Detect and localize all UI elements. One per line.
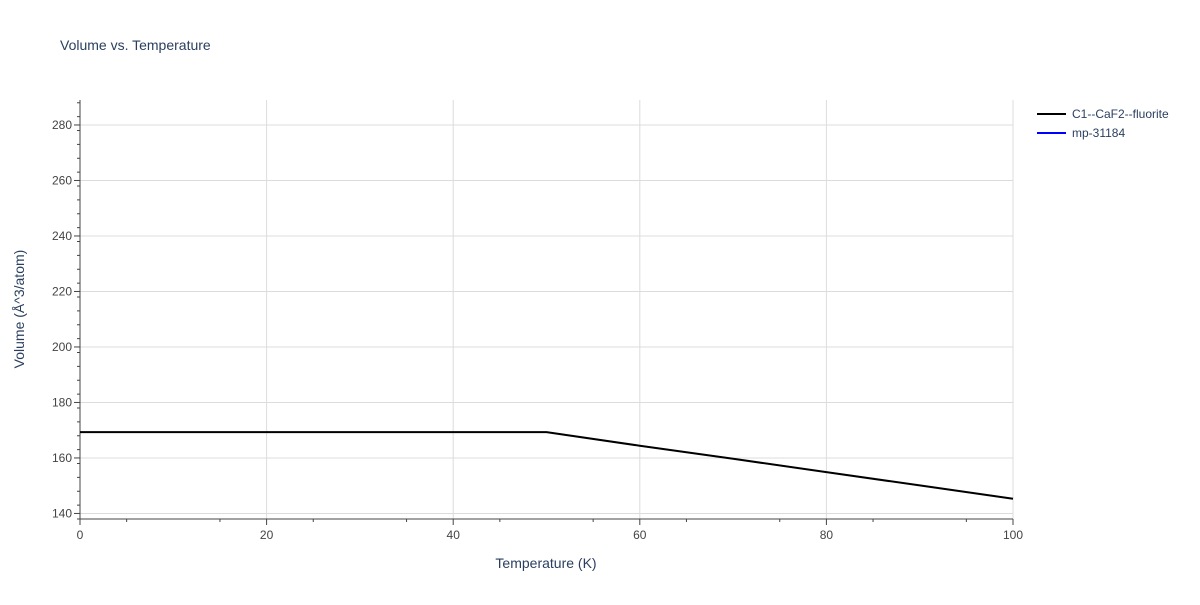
axes-layer: 0 20 40 60 80 100 140 160 180 200 220 240 260 280 bbox=[52, 100, 1023, 542]
x-tick-label: 80 bbox=[820, 528, 834, 542]
chart-title: Volume vs. Temperature bbox=[60, 37, 211, 53]
y-tick-label: 240 bbox=[52, 229, 72, 243]
y-tick-label: 260 bbox=[52, 173, 72, 187]
legend[interactable]: C1--CaF2--fluorite mp-31184 bbox=[1037, 107, 1169, 140]
x-axis-label: Temperature (K) bbox=[495, 555, 596, 571]
y-tick-label: 140 bbox=[52, 506, 72, 520]
x-tick-label: 20 bbox=[260, 528, 274, 542]
x-tick-label: 100 bbox=[1003, 528, 1023, 542]
legend-label-0: C1--CaF2--fluorite bbox=[1072, 107, 1169, 121]
y-tick-label: 180 bbox=[52, 395, 72, 409]
y-tick-label: 280 bbox=[52, 118, 72, 132]
x-tick-label: 0 bbox=[77, 528, 84, 542]
y-tick-label: 200 bbox=[52, 340, 72, 354]
series-layer bbox=[80, 431, 1014, 500]
x-tick-label: 40 bbox=[447, 528, 461, 542]
grid-layer bbox=[79, 100, 1014, 519]
y-tick-label: 220 bbox=[52, 284, 72, 298]
y-axis-label: Volume (Å^3/atom) bbox=[11, 250, 27, 369]
x-tick-label: 60 bbox=[633, 528, 647, 542]
legend-label-1: mp-31184 bbox=[1072, 126, 1125, 140]
y-tick-label: 160 bbox=[52, 451, 72, 465]
series-line-0 bbox=[80, 431, 1014, 500]
